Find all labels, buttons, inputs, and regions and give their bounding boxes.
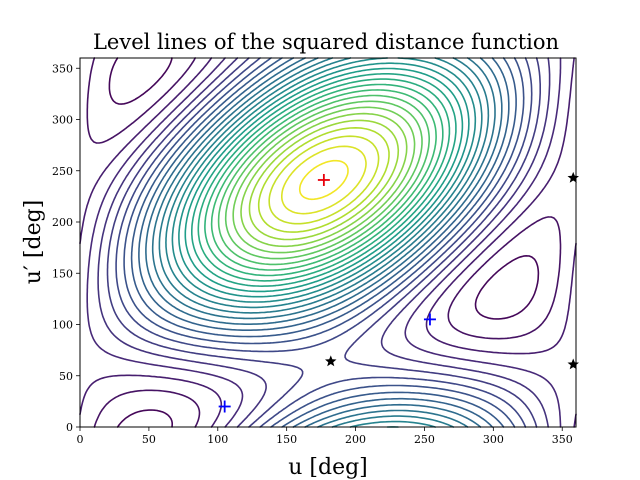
y-tick-label: 300 xyxy=(52,114,73,127)
contour-line xyxy=(184,67,464,293)
y-axis-label: u′ [deg] xyxy=(21,200,46,285)
y-tick-label: 50 xyxy=(59,370,73,383)
x-tick-label: 150 xyxy=(276,433,297,446)
contour-line xyxy=(217,94,430,266)
y-tick-label: 150 xyxy=(52,267,73,280)
contour-line xyxy=(106,57,541,428)
y-tick-label: 250 xyxy=(52,165,73,178)
x-axis-label: u [deg] xyxy=(288,455,368,480)
x-tick-label: 300 xyxy=(483,433,504,446)
contour-line xyxy=(86,57,562,428)
contour-line xyxy=(224,100,423,260)
star-marker xyxy=(567,358,579,370)
y-tick-label: 200 xyxy=(52,216,73,229)
x-tick-label: 0 xyxy=(77,433,84,446)
y-tick-label: 0 xyxy=(66,421,73,434)
contour-line xyxy=(108,57,540,428)
x-tick-label: 350 xyxy=(552,433,573,446)
star-marker xyxy=(325,355,337,367)
contour-line xyxy=(204,83,444,277)
contour-line xyxy=(240,112,408,248)
contour-line xyxy=(248,119,400,241)
contour-line xyxy=(86,57,562,428)
contour-line xyxy=(298,159,349,201)
contour-line xyxy=(130,57,517,428)
plus-marker xyxy=(317,173,330,186)
contour-line xyxy=(281,145,367,215)
contour-line xyxy=(268,135,380,225)
x-axis: 0 50 100 150 200 250 300 350 xyxy=(77,427,573,446)
star-marker xyxy=(567,171,579,183)
contour-lines xyxy=(79,57,577,428)
y-axis: 0 50 100 150 200 250 300 350 xyxy=(52,62,80,434)
contour-line xyxy=(115,57,533,428)
plus-marker xyxy=(218,400,231,413)
contour-line xyxy=(123,57,525,428)
markers xyxy=(218,171,579,413)
x-tick-label: 100 xyxy=(207,433,228,446)
plot-frame xyxy=(79,57,577,428)
contour-line xyxy=(97,57,551,428)
contour-line xyxy=(191,73,457,287)
contour-line xyxy=(79,57,577,428)
x-tick-label: 250 xyxy=(414,433,435,446)
contour-line xyxy=(210,89,437,271)
contour-line xyxy=(257,127,390,233)
contour-line xyxy=(232,106,416,254)
y-tick-label: 350 xyxy=(52,62,73,75)
y-tick-label: 100 xyxy=(52,319,73,332)
contour-line xyxy=(197,78,451,282)
plus-marker xyxy=(423,313,436,326)
x-tick-label: 200 xyxy=(345,433,366,446)
contour-line xyxy=(178,62,470,298)
x-tick-label: 50 xyxy=(142,433,156,446)
chart-title: Level lines of the squared distance func… xyxy=(93,30,559,54)
